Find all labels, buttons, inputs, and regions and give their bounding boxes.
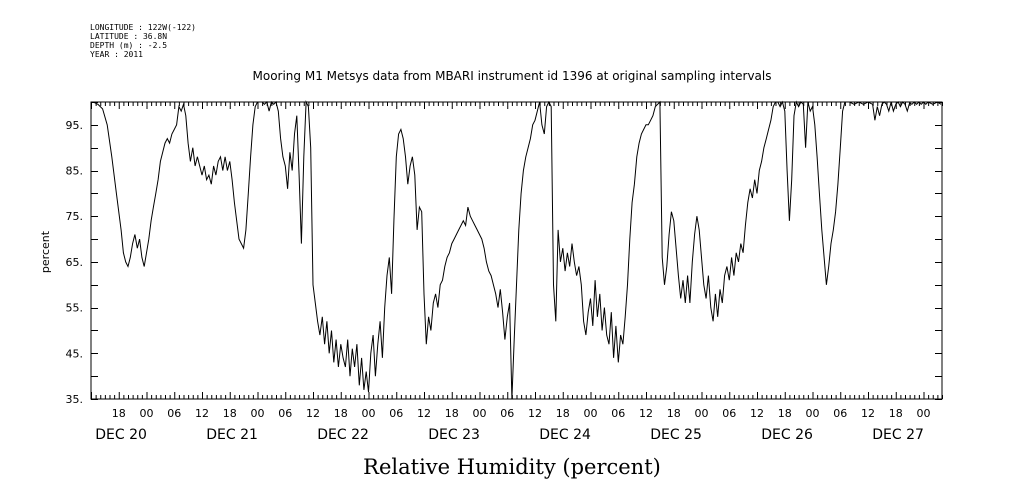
- x-tick-label: 06: [722, 407, 736, 420]
- x-tick-label: 00: [695, 407, 709, 420]
- y-tick-label: 85.: [66, 165, 84, 178]
- x-day-label: DEC 25: [650, 427, 702, 443]
- x-day-label: DEC 22: [317, 427, 369, 443]
- x-tick-label: 00: [251, 407, 265, 420]
- series-layer: [93, 100, 942, 400]
- x-axis-title: Relative Humidity (percent): [363, 455, 661, 479]
- x-day-label: DEC 20: [95, 427, 147, 443]
- x-tick-label: 18: [334, 407, 348, 420]
- x-tick-label: 18: [556, 407, 570, 420]
- x-day-label: DEC 26: [761, 427, 813, 443]
- chart-title: Mooring M1 Metsys data from MBARI instru…: [253, 69, 772, 83]
- x-tick-label: 00: [584, 407, 598, 420]
- axes: 18 00 06 12 18 00 06 12 18 00 06 12 18 00 06 12 18 00 06 12…: [66, 101, 943, 443]
- y-tick-label: 45.: [66, 347, 84, 360]
- humidity-line: [93, 100, 942, 400]
- x-day-label: DEC 24: [539, 427, 591, 443]
- x-tick-label: 18: [445, 407, 459, 420]
- x-tick-label: 06: [389, 407, 403, 420]
- x-day-label: DEC 23: [428, 427, 480, 443]
- x-tick-label: 18: [667, 407, 681, 420]
- x-day-label: DEC 27: [872, 427, 924, 443]
- x-tick-label: 12: [639, 407, 653, 420]
- x-tick-label: 06: [278, 407, 292, 420]
- x-day-label: DEC 21: [206, 427, 258, 443]
- x-tick-label: 12: [417, 407, 431, 420]
- y-tick-label: 35.: [66, 393, 84, 406]
- x-tick-label: 00: [140, 407, 154, 420]
- y-tick-label: 75.: [66, 210, 84, 223]
- x-tick-label: 12: [861, 407, 875, 420]
- longitude-label: LONGITUDE : 122W(-122): [90, 23, 196, 32]
- y-tick-label: 65.: [66, 256, 84, 269]
- mooring-metadata: LONGITUDE : 122W(-122) LATITUDE : 36.8N …: [90, 23, 196, 59]
- x-tick-label: 18: [223, 407, 237, 420]
- x-tick-label: 12: [528, 407, 542, 420]
- x-tick-label: 00: [806, 407, 820, 420]
- x-tick-label: 12: [195, 407, 209, 420]
- latitude-label: LATITUDE : 36.8N: [90, 32, 167, 41]
- x-tick-label: 18: [112, 407, 126, 420]
- x-tick-label: 00: [362, 407, 376, 420]
- x-tick-label: 18: [889, 407, 903, 420]
- y-axis-title: percent: [39, 230, 52, 273]
- y-tick-label: 95.: [66, 119, 84, 132]
- x-tick-label: 06: [833, 407, 847, 420]
- x-tick-label: 06: [500, 407, 514, 420]
- x-tick-label: 12: [306, 407, 320, 420]
- x-tick-label: 06: [611, 407, 625, 420]
- x-tick-label: 06: [167, 407, 181, 420]
- x-tick-label: 18: [778, 407, 792, 420]
- depth-label: DEPTH (m) : -2.5: [90, 41, 167, 50]
- x-tick-label: 00: [917, 407, 931, 420]
- x-tick-label: 12: [750, 407, 764, 420]
- x-tick-label: 00: [473, 407, 487, 420]
- plot-frame: [90, 101, 943, 400]
- y-tick-label: 55.: [66, 302, 84, 315]
- year-label: YEAR : 2011: [90, 50, 143, 59]
